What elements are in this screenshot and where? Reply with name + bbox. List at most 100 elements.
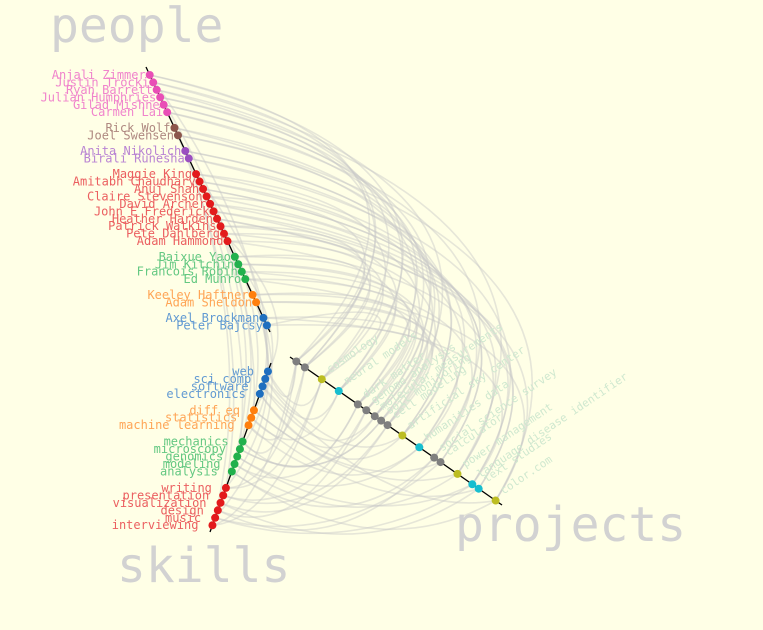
edge-people-project: [163, 104, 432, 417]
label-person-baixue-yao: Baixue Yao: [159, 250, 231, 264]
edge-skill-project: [225, 367, 306, 489]
edge-people-project: [185, 150, 453, 436]
node-person-claire-stevenson: [202, 192, 211, 201]
label-person-joel-swensen: Joel Swensen: [87, 128, 174, 142]
edge-skill-project: [231, 457, 435, 508]
node-project-neural-models: [334, 387, 343, 396]
node-skill-music: [211, 513, 220, 522]
edge-people-skill: [184, 150, 231, 518]
node-project-cell-modeling: [383, 421, 392, 430]
edge-people-project: [156, 89, 390, 380]
node-person-jim-kitchin: [234, 260, 243, 269]
label-skill-microscopy: microscopy: [154, 442, 226, 456]
edge-skill-project: [214, 461, 442, 528]
label-skill-analysis: analysis: [160, 464, 218, 478]
edge-skill-project: [241, 361, 298, 454]
node-skill-presentation: [219, 491, 228, 500]
edge-skill-project: [222, 424, 389, 505]
edge-people-project: [167, 111, 481, 459]
label-skill-sci-comp: sci comp: [193, 372, 251, 386]
edge-skill-project: [239, 420, 382, 468]
edge-people-project: [241, 270, 473, 459]
node-skill-electronics: [255, 389, 264, 398]
node-project-dark-matter: [353, 400, 362, 409]
edge-people-project: [223, 232, 372, 369]
label-person-rick-wolf: Rick Wolf: [105, 121, 170, 135]
node-person-pete-dahlberg: [220, 229, 229, 238]
axis-line-projects: [289, 356, 503, 506]
label-person-adam-sheldon: Adam Sheldon: [165, 295, 252, 309]
edge-skill-project: [259, 393, 376, 449]
node-skill-diff-eq: [249, 406, 258, 415]
edge-people-project: [245, 278, 424, 417]
edge-people-project: [156, 89, 502, 475]
edge-skill-project: [214, 483, 473, 535]
edge-skill-project: [253, 409, 458, 482]
edge-people-skill: [214, 317, 273, 519]
edge-people-project: [160, 96, 403, 392]
edge-people-project: [220, 225, 398, 392]
edge-people-project: [213, 210, 464, 448]
label-skill-music: music: [165, 511, 201, 525]
edge-people-project: [153, 81, 444, 426]
node-project-soil-monitoring: [377, 416, 386, 425]
label-skill-interviewing: interviewing: [112, 518, 199, 532]
edge-skill-project: [234, 404, 359, 479]
edge-skill-project: [225, 378, 323, 489]
label-person-ryan-barrett: Ryan Barrett: [66, 83, 153, 97]
edge-people-project: [241, 270, 418, 411]
node-person-ed-munro: [241, 275, 250, 284]
node-person-peter-bajcsy: [262, 321, 271, 330]
axis-title-people: people: [50, 0, 223, 54]
label-person-anita-nikolich: Anita Nikolich: [80, 144, 181, 158]
edge-people-project: [234, 255, 397, 392]
node-person-axel-brockman: [259, 313, 268, 322]
edge-skill-project: [247, 424, 420, 476]
edge-people-project: [263, 317, 503, 485]
edge-people-project: [213, 210, 514, 490]
label-person-pete-dahlberg: Pete Dahlberg: [126, 227, 220, 241]
label-skill-machine-learning: machine learning: [119, 418, 235, 432]
edge-people-project: [195, 173, 466, 448]
label-person-julian-humphries: Julian Humphries: [41, 90, 157, 104]
label-person-peter-bajcsy: Peter Bajcsy: [176, 318, 263, 332]
node-person-david-archer: [206, 199, 215, 208]
edge-people-project: [177, 134, 436, 422]
edge-people-project: [227, 240, 495, 475]
label-skill-web: web: [232, 364, 254, 378]
label-skill-writing: writing: [161, 481, 212, 495]
edge-people-skill: [173, 127, 235, 489]
node-skill-interviewing: [208, 521, 217, 530]
edge-skill-project: [231, 470, 496, 530]
label-skill-presentation: presentation: [123, 488, 210, 502]
node-person-adam-hammond: [223, 237, 232, 246]
node-person-anjali-zimmer: [145, 70, 154, 79]
label-person-maggie-king: Maggie King: [113, 167, 192, 181]
label-person-justin-trocki: Justin Trocki: [55, 75, 149, 89]
node-person-heather-harden: [213, 214, 222, 223]
node-skill-genomics: [233, 452, 242, 461]
edge-skill-project: [217, 409, 368, 518]
edge-people-project: [209, 203, 509, 485]
edge-people-project: [206, 195, 367, 363]
edge-people-project: [252, 293, 429, 422]
label-skill-modeling: modeling: [163, 457, 221, 471]
label-person-claire-stevenson: Claire Stevenson: [87, 189, 203, 203]
label-person-patrick-watkins: Patrick Watkins: [108, 219, 216, 233]
edge-people-project: [188, 157, 452, 436]
edge-skill-project: [220, 488, 480, 535]
edge-people-project: [167, 111, 425, 411]
edge-people-project: [238, 263, 411, 405]
label-person-adam-hammond: Adam Hammond: [137, 234, 224, 248]
node-person-francois-robin: [237, 267, 246, 276]
node-project-cosmology: [317, 375, 326, 384]
label-person-anuj-shah: Anuj Shah: [134, 182, 199, 196]
edge-people-project: [185, 150, 440, 426]
edge-people-project: [223, 232, 437, 426]
label-person-ed-munro: Ed Munro: [183, 272, 241, 286]
node-person-joel-swensen: [173, 131, 182, 140]
edge-people-project: [153, 81, 377, 368]
edges-layer: [149, 74, 533, 535]
node-person-carmen-lai: [163, 108, 172, 117]
node-project-text-studies: [474, 484, 483, 493]
